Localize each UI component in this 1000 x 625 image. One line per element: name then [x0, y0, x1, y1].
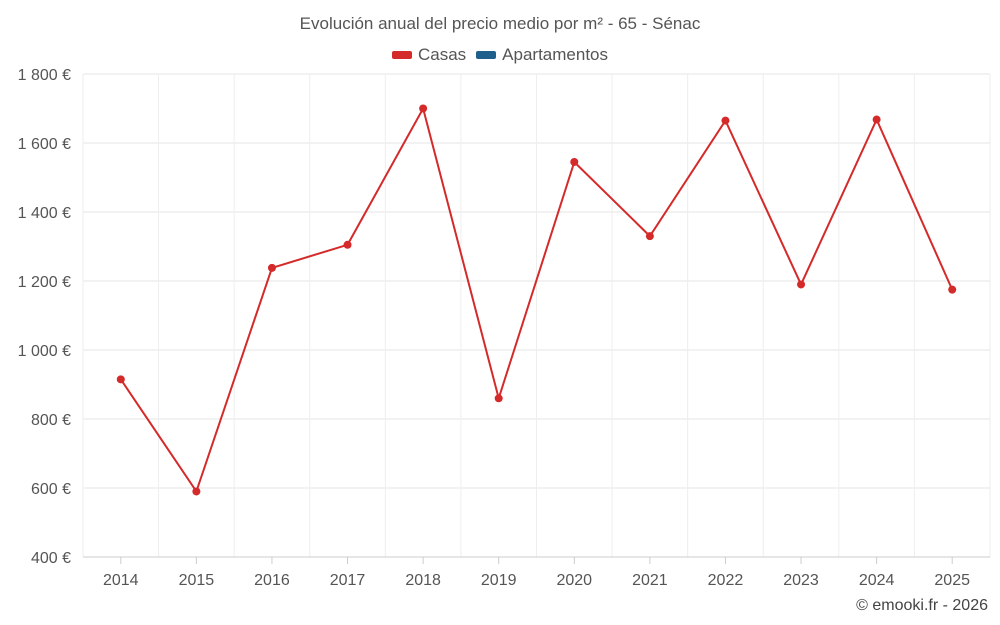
- x-tick-label: 2024: [859, 572, 895, 589]
- data-point-casas-2016: [267, 263, 276, 272]
- legend-item-apartamentos[interactable]: Apartamentos: [476, 45, 608, 65]
- y-tick-label: 600 €: [31, 481, 71, 498]
- x-tick-label: 2022: [708, 572, 744, 589]
- x-tick-label: 2018: [405, 572, 441, 589]
- data-point-casas-2020: [570, 157, 579, 166]
- data-point-casas-2018: [419, 104, 428, 113]
- data-point-casas-2022: [721, 116, 730, 125]
- credit-text: © emooki.fr - 2026: [856, 597, 988, 614]
- y-tick-label: 1 400 €: [18, 205, 71, 222]
- x-tick-label: 2020: [556, 572, 592, 589]
- x-tick-label: 2023: [783, 572, 819, 589]
- series-line-casas: [119, 105, 954, 494]
- legend-label-apartamentos: Apartamentos: [502, 45, 609, 64]
- x-tick-label: 2017: [330, 572, 366, 589]
- data-point-casas-2015: [192, 487, 201, 496]
- y-tick-label: 800 €: [31, 412, 71, 429]
- x-tick-label: 2021: [632, 572, 668, 589]
- data-point-casas-2017: [343, 240, 352, 249]
- data-point-casas-2024: [872, 115, 881, 124]
- chart-title: Evolución anual del precio medio por m² …: [299, 14, 701, 33]
- x-tick-label: 2016: [254, 572, 290, 589]
- legend-item-casas[interactable]: Casas: [391, 45, 467, 65]
- y-tick-label: 400 €: [31, 550, 71, 567]
- legend-swatch-casas: [391, 51, 412, 59]
- x-tick-label: 2015: [179, 572, 215, 589]
- legend-swatch-apartamentos: [476, 51, 497, 59]
- y-tick-label: 1 200 €: [18, 274, 71, 291]
- chart-legend: Casas Apartamentos: [0, 45, 1000, 65]
- y-tick-label: 1 800 €: [18, 67, 71, 84]
- x-tick-label: 2025: [934, 572, 970, 589]
- data-point-casas-2014: [116, 375, 125, 384]
- x-tick-label: 2019: [481, 572, 517, 589]
- y-tick-label: 1 000 €: [18, 343, 71, 360]
- data-point-casas-2021: [645, 232, 654, 241]
- y-tick-label: 1 600 €: [18, 136, 71, 153]
- data-point-casas-2025: [948, 285, 957, 294]
- data-point-casas-2019: [494, 394, 503, 403]
- legend-label-casas: Casas: [417, 45, 467, 64]
- data-point-casas-2023: [797, 280, 806, 289]
- x-tick-label: 2014: [103, 572, 139, 589]
